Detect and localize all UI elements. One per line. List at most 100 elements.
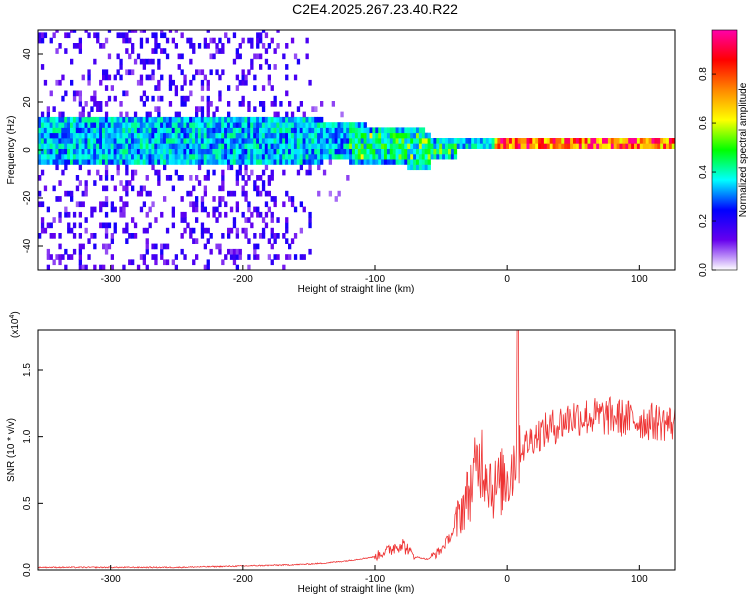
- spectrogram-cell: [279, 143, 283, 149]
- spectrogram-cell: [133, 111, 138, 118]
- spectrogram-cell: [270, 138, 274, 144]
- spectrogram-cell: [154, 116, 158, 123]
- spectrogram-cell: [104, 169, 109, 176]
- spectrogram-cell: [541, 143, 545, 149]
- spectrogram-cell: [660, 143, 664, 149]
- spectrogram-cell: [174, 159, 179, 165]
- spectrogram-cell: [218, 211, 222, 218]
- spectrogram-cell: [145, 227, 149, 234]
- spectrogram-cell: [416, 127, 420, 134]
- spectrogram-cell: [163, 138, 167, 144]
- spectrogram-cell: [148, 74, 152, 81]
- spectrogram-cell: [75, 116, 80, 123]
- spectrogram-cell: [40, 169, 45, 176]
- spectrogram-cell: [244, 164, 248, 171]
- spectrogram-cell: [221, 48, 225, 54]
- spectrogram-cell: [180, 116, 184, 123]
- spectrogram-cell: [259, 132, 263, 139]
- spectrogram-cell: [261, 217, 266, 223]
- spectrogram-cell: [148, 148, 152, 155]
- spectrogram-cell: [192, 43, 196, 49]
- spectrogram-cell: [195, 201, 199, 208]
- spectrogram-cell: [227, 148, 231, 155]
- spectrogram-cell: [64, 153, 68, 160]
- spectrogram-cell: [256, 243, 260, 250]
- spectrogram-cell: [273, 254, 277, 260]
- spectrogram-cell: [392, 148, 397, 155]
- spectrogram-cell: [163, 196, 167, 202]
- spectrogram-cell: [305, 138, 309, 144]
- spectrogram-cell: [40, 143, 45, 149]
- spectrogram-cell: [520, 138, 524, 144]
- spectrogram-cell: [200, 127, 205, 134]
- spectrogram-cell: [49, 143, 53, 149]
- spectrogram-cell: [299, 159, 304, 165]
- spectrogram-cell: [67, 116, 71, 123]
- spectrogram-cell: [264, 127, 269, 134]
- spectrogram-cell: [186, 148, 190, 155]
- spectrogram-cell: [354, 153, 359, 160]
- spectrogram-cell: [381, 127, 385, 134]
- spectrogram-cell: [104, 222, 109, 229]
- spectrogram-cell: [168, 122, 173, 128]
- colorbar: 0.00.20.40.60.8 Normalized spectral ampl…: [698, 29, 749, 277]
- spectrogram-cell: [340, 127, 344, 134]
- spectrogram-cell: [40, 37, 45, 44]
- spectrogram-cell: [651, 138, 655, 144]
- spectrogram-cell: [119, 32, 123, 39]
- spectrogram-cell: [523, 138, 527, 144]
- spectrogram-cell: [369, 127, 373, 134]
- spectrogram-cell: [163, 159, 167, 165]
- spectrogram-cell: [104, 248, 109, 255]
- spectrogram-cell: [174, 43, 179, 49]
- spectrogram-cell: [494, 138, 498, 144]
- spectrogram-cell: [113, 138, 117, 144]
- spectrogram-cell: [503, 138, 507, 144]
- spectrogram-cell: [206, 106, 210, 112]
- spectrogram-cell: [67, 138, 71, 144]
- spectrogram-cell: [418, 138, 423, 144]
- spectrogram-cell: [122, 264, 126, 270]
- spectrogram-cell: [197, 122, 202, 128]
- spectrogram-cell: [180, 143, 184, 149]
- spectrogram-cell: [663, 143, 667, 149]
- spectrogram-cell: [354, 122, 359, 128]
- spectrogram-cell: [75, 185, 80, 192]
- spectrogram-cell: [337, 138, 341, 144]
- spectrogram-cell: [366, 143, 370, 149]
- spectrogram-cell: [75, 138, 80, 144]
- spectrogram-cell: [293, 74, 298, 81]
- spectrogram-cell: [267, 43, 272, 49]
- spectrogram-cell: [203, 153, 208, 160]
- spectrogram-cell: [636, 143, 641, 149]
- spectrogram-cell: [235, 53, 240, 60]
- spectrogram-cell: [174, 90, 179, 97]
- x-tick-label: -100: [365, 274, 385, 285]
- spectrogram-cell: [195, 127, 199, 134]
- spectrogram-cell: [322, 138, 327, 144]
- spectrogram-cell: [160, 116, 164, 123]
- spectrogram-cell: [244, 190, 248, 197]
- spectrogram-cell: [259, 127, 263, 134]
- spectrogram-cell: [314, 153, 318, 160]
- spectrogram-cell: [413, 132, 417, 139]
- spectrogram-cell: [247, 101, 251, 107]
- spectrogram-cell: [299, 138, 304, 144]
- colorbar-ticks: 0.00.20.40.60.8: [698, 67, 716, 277]
- spectrogram-cell: [40, 122, 45, 128]
- spectrogram-cell: [273, 148, 277, 155]
- spectrogram-cell: [192, 127, 196, 134]
- spectrogram-cell: [192, 48, 196, 54]
- spectrogram-cell: [221, 153, 225, 160]
- spectrogram-cell: [407, 148, 411, 155]
- spectrogram-cell: [116, 127, 120, 134]
- spectrogram-cell: [221, 132, 225, 139]
- spectrogram-cell: [424, 132, 429, 139]
- spectrogram-cell: [235, 175, 240, 181]
- spectrogram-cell: [416, 148, 420, 155]
- spectrogram-cell: [410, 127, 414, 134]
- spectrogram-cell: [250, 64, 254, 70]
- spectrogram-cell: [421, 138, 426, 144]
- y-tick-label: 1.5: [22, 363, 33, 377]
